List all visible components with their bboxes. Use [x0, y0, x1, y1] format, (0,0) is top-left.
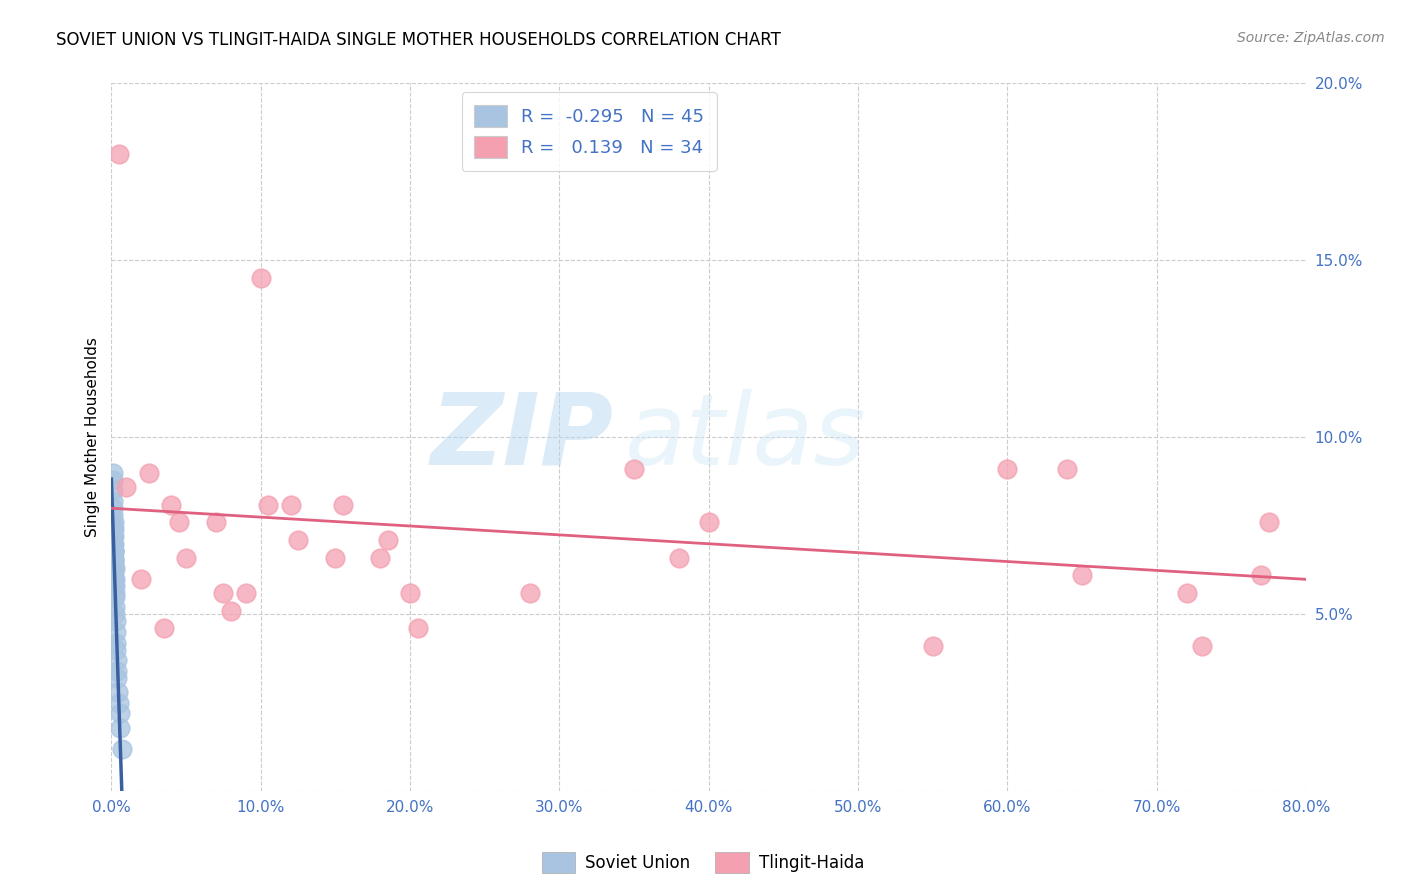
Text: Source: ZipAtlas.com: Source: ZipAtlas.com: [1237, 31, 1385, 45]
Point: [249, 271, 271, 285]
Point: [167, 516, 190, 530]
Point: [103, 516, 125, 530]
Point: [103, 561, 125, 575]
Legend: R =  -0.295   N = 45, R =   0.139   N = 34: R = -0.295 N = 45, R = 0.139 N = 34: [461, 93, 717, 171]
Point: [104, 624, 127, 639]
Point: [219, 604, 242, 618]
Point: [115, 480, 138, 494]
Y-axis label: Single Mother Households: Single Mother Households: [86, 337, 100, 537]
Point: [108, 147, 131, 161]
Point: [104, 579, 127, 593]
Point: [235, 586, 257, 600]
Point: [174, 550, 197, 565]
Point: [406, 622, 429, 636]
Point: [280, 498, 302, 512]
Point: [103, 543, 125, 558]
Point: [108, 696, 131, 710]
Point: [104, 590, 127, 604]
Point: [105, 635, 128, 649]
Point: [103, 561, 125, 575]
Point: [921, 639, 943, 653]
Point: [623, 462, 645, 476]
Point: [103, 529, 125, 543]
Point: [668, 550, 690, 565]
Point: [103, 522, 125, 536]
Point: [101, 536, 124, 550]
Point: [105, 664, 128, 678]
Point: [111, 741, 134, 756]
Point: [103, 543, 125, 558]
Point: [104, 607, 127, 622]
Point: [1250, 568, 1272, 582]
Point: [103, 554, 125, 568]
Point: [101, 543, 124, 558]
Point: [368, 550, 391, 565]
Point: [399, 586, 422, 600]
Legend: Soviet Union, Tlingit-Haida: Soviet Union, Tlingit-Haida: [536, 846, 870, 880]
Point: [101, 518, 124, 533]
Point: [332, 498, 354, 512]
Text: ZIP: ZIP: [430, 389, 613, 486]
Point: [152, 622, 174, 636]
Point: [110, 721, 132, 735]
Point: [103, 536, 125, 550]
Point: [212, 586, 235, 600]
Point: [160, 498, 183, 512]
Point: [129, 572, 152, 586]
Point: [105, 653, 128, 667]
Point: [107, 685, 129, 699]
Point: [1056, 462, 1078, 476]
Point: [103, 536, 125, 550]
Point: [138, 466, 160, 480]
Point: [104, 586, 127, 600]
Point: [104, 615, 127, 629]
Point: [104, 600, 127, 615]
Point: [103, 550, 125, 565]
Point: [101, 466, 124, 480]
Point: [697, 516, 720, 530]
Point: [997, 462, 1019, 476]
Point: [205, 516, 228, 530]
Point: [1191, 639, 1213, 653]
Point: [103, 529, 125, 543]
Point: [101, 473, 124, 487]
Point: [377, 533, 399, 547]
Text: atlas: atlas: [626, 389, 866, 486]
Point: [103, 554, 125, 568]
Text: SOVIET UNION VS TLINGIT-HAIDA SINGLE MOTHER HOUSEHOLDS CORRELATION CHART: SOVIET UNION VS TLINGIT-HAIDA SINGLE MOT…: [56, 31, 782, 49]
Point: [1257, 516, 1279, 530]
Point: [519, 586, 541, 600]
Point: [108, 706, 131, 721]
Point: [101, 483, 124, 498]
Point: [257, 498, 280, 512]
Point: [105, 671, 128, 685]
Point: [287, 533, 309, 547]
Point: [101, 494, 124, 508]
Point: [103, 508, 125, 523]
Point: [1071, 568, 1094, 582]
Point: [103, 501, 125, 516]
Point: [104, 572, 127, 586]
Point: [103, 579, 125, 593]
Point: [325, 550, 347, 565]
Point: [103, 565, 125, 579]
Point: [103, 572, 125, 586]
Point: [1175, 586, 1198, 600]
Point: [105, 642, 128, 657]
Point: [101, 518, 124, 533]
Point: [103, 543, 125, 558]
